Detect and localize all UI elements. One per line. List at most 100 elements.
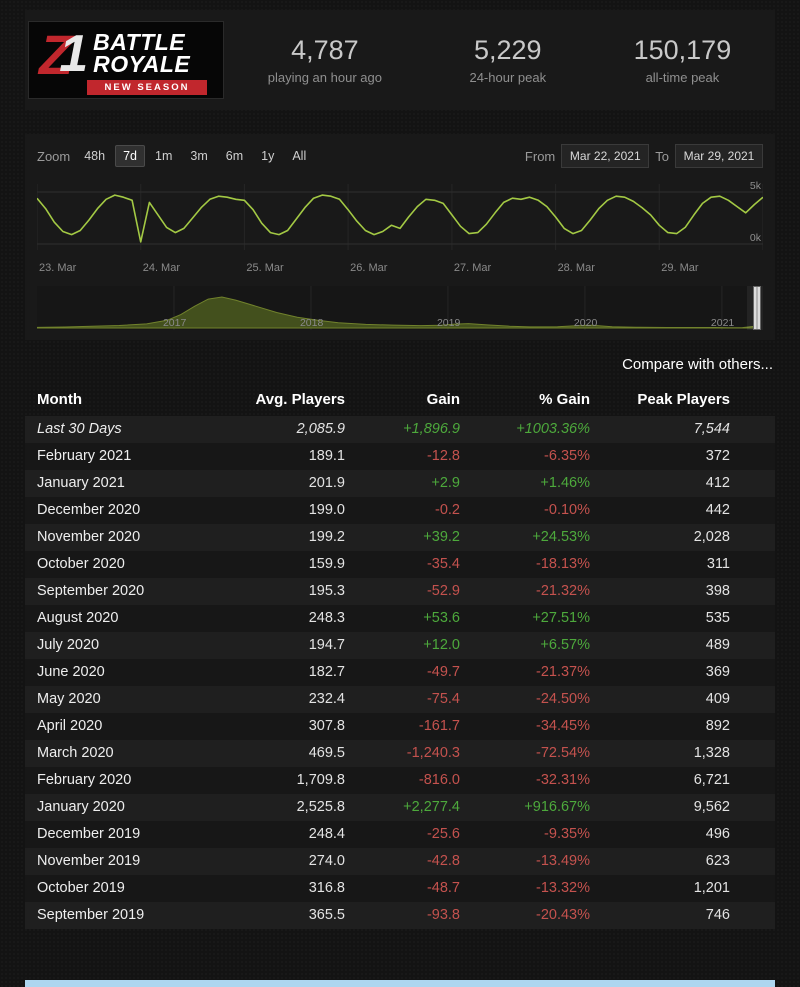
zoom-3m-button[interactable]: 3m [182, 145, 215, 167]
peak-cell: 6,721 [693, 772, 730, 788]
peak-cell: 409 [705, 691, 730, 707]
peak-cell: 372 [705, 448, 730, 464]
month-cell: October 2020 [37, 556, 125, 572]
stat-current-players-value: 4,787 [291, 35, 359, 65]
gain-cell: -49.7 [426, 664, 460, 680]
zoom-6m-button[interactable]: 6m [218, 145, 251, 167]
gain-cell: -0.2 [435, 502, 460, 518]
peak-cell: 9,562 [693, 799, 730, 815]
table-row: June 2020 182.7 -49.7 -21.37% 369 [25, 659, 775, 686]
col-month: Month [37, 391, 82, 408]
pct-cell: +27.51% [532, 610, 590, 626]
pct-cell: -9.35% [544, 826, 590, 842]
peak-cell: 7,544 [693, 421, 730, 437]
pct-cell: -72.54% [535, 745, 590, 761]
month-cell: May 2020 [37, 691, 101, 707]
avg-cell: 195.3 [308, 583, 345, 599]
table-row: August 2020 248.3 +53.6 +27.51% 535 [25, 605, 775, 632]
table-row: January 2020 2,525.8 +2,277.4 +916.67% 9,562 [25, 794, 775, 821]
avg-cell: 248.3 [308, 610, 345, 626]
table-row: December 2020 199.0 -0.2 -0.10% 442 [25, 497, 775, 524]
table-row: November 2019 274.0 -42.8 -13.49% 623 [25, 848, 775, 875]
chart-canvas [37, 184, 763, 250]
avg-cell: 316.8 [308, 880, 345, 896]
game-logo[interactable]: Z 1 BATTLE ROYALE NEW SEASON [28, 21, 224, 99]
header-stats: 4,787 playing an hour ago 5,229 24-hour … [224, 35, 775, 85]
stat-alltime-peak-label: all-time peak [645, 70, 720, 85]
pct-cell: -24.50% [535, 691, 590, 707]
stats-table: Month Avg. Players Gain % Gain Peak Play… [25, 384, 775, 929]
month-cell: December 2019 [37, 826, 141, 842]
month-cell: January 2021 [37, 475, 125, 491]
table-row: October 2020 159.9 -35.4 -18.13% 311 [25, 551, 775, 578]
navigator-year-label: 2021 [710, 317, 735, 329]
peak-cell: 489 [705, 637, 730, 653]
month-cell: October 2019 [37, 880, 125, 896]
peak-cell: 746 [705, 907, 730, 923]
peak-cell: 442 [705, 502, 730, 518]
gain-cell: -161.7 [418, 718, 460, 734]
peak-cell: 1,201 [693, 880, 730, 896]
y-axis-label-5k: 5k [749, 180, 761, 192]
table-row: November 2020 199.2 +39.2 +24.53% 2,028 [25, 524, 775, 551]
avg-cell: 469.5 [308, 745, 345, 761]
avg-cell: 159.9 [308, 556, 345, 572]
page: Z 1 BATTLE ROYALE NEW SEASON 4,787 playi… [25, 0, 775, 929]
logo-letter-one: 1 [59, 25, 89, 83]
month-cell: February 2021 [37, 448, 132, 464]
navigator-handle[interactable] [753, 286, 761, 330]
peak-cell: 623 [705, 853, 730, 869]
peak-cell: 1,328 [693, 745, 730, 761]
avg-cell: 182.7 [308, 664, 345, 680]
gain-cell: -816.0 [418, 772, 460, 788]
table-row: Last 30 Days 2,085.9 +1,896.9 +1003.36% 7,54… [25, 416, 775, 443]
avg-cell: 274.0 [308, 853, 345, 869]
x-axis-labels: 23. Mar 24. Mar 25. Mar 26. Mar 27. Mar 28. M… [37, 260, 763, 278]
zoom-48h-button[interactable]: 48h [76, 145, 113, 167]
zoom-all-button[interactable]: All [284, 145, 314, 167]
peak-cell: 892 [705, 718, 730, 734]
gain-cell: -42.8 [426, 853, 460, 869]
pct-cell: +6.57% [540, 637, 590, 653]
pct-cell: -18.13% [535, 556, 590, 572]
to-label: To [655, 148, 669, 164]
col-gain: Gain [426, 391, 460, 408]
month-cell: July 2020 [37, 637, 100, 653]
peak-cell: 398 [705, 583, 730, 599]
zoom-1m-button[interactable]: 1m [147, 145, 180, 167]
logo-new-season-banner: NEW SEASON [87, 80, 207, 95]
compare-link[interactable]: Compare with others... [622, 356, 773, 373]
avg-cell: 248.4 [308, 826, 345, 842]
month-cell: September 2020 [37, 583, 145, 599]
col-peak-players: Peak Players [637, 391, 730, 408]
month-cell: March 2020 [37, 745, 114, 761]
zoom-7d-button[interactable]: 7d [115, 145, 145, 167]
from-date-input[interactable] [561, 144, 650, 168]
avg-cell: 194.7 [308, 637, 345, 653]
to-date-input[interactable] [675, 144, 763, 168]
y-axis-label-0k: 0k [749, 232, 761, 244]
gain-cell: +53.6 [423, 610, 460, 626]
x-axis-label: 28. Mar [557, 262, 595, 274]
pct-cell: -13.49% [535, 853, 590, 869]
gain-cell: +2,277.4 [403, 799, 460, 815]
zoom-1y-button[interactable]: 1y [253, 145, 282, 167]
table-row: July 2020 194.7 +12.0 +6.57% 489 [25, 632, 775, 659]
gain-cell: -1,240.3 [406, 745, 460, 761]
stat-current-players: 4,787 playing an hour ago [268, 35, 382, 85]
range-navigator[interactable]: 2017 2018 2019 2020 2021 [37, 286, 763, 330]
stat-24h-peak-value: 5,229 [473, 35, 542, 65]
avg-cell: 307.8 [308, 718, 345, 734]
month-cell: June 2020 [37, 664, 105, 680]
x-axis-label: 23. Mar [39, 262, 77, 274]
month-cell: August 2020 [37, 610, 119, 626]
avg-cell: 2,085.9 [296, 421, 345, 437]
month-cell: Last 30 Days [37, 421, 122, 437]
peak-cell: 2,028 [693, 529, 730, 545]
stat-alltime-peak-value: 150,179 [633, 35, 732, 65]
player-count-chart[interactable]: 5k 0k [37, 180, 763, 258]
month-cell: February 2020 [37, 772, 132, 788]
stat-alltime-peak: 150,179 all-time peak [634, 35, 732, 85]
